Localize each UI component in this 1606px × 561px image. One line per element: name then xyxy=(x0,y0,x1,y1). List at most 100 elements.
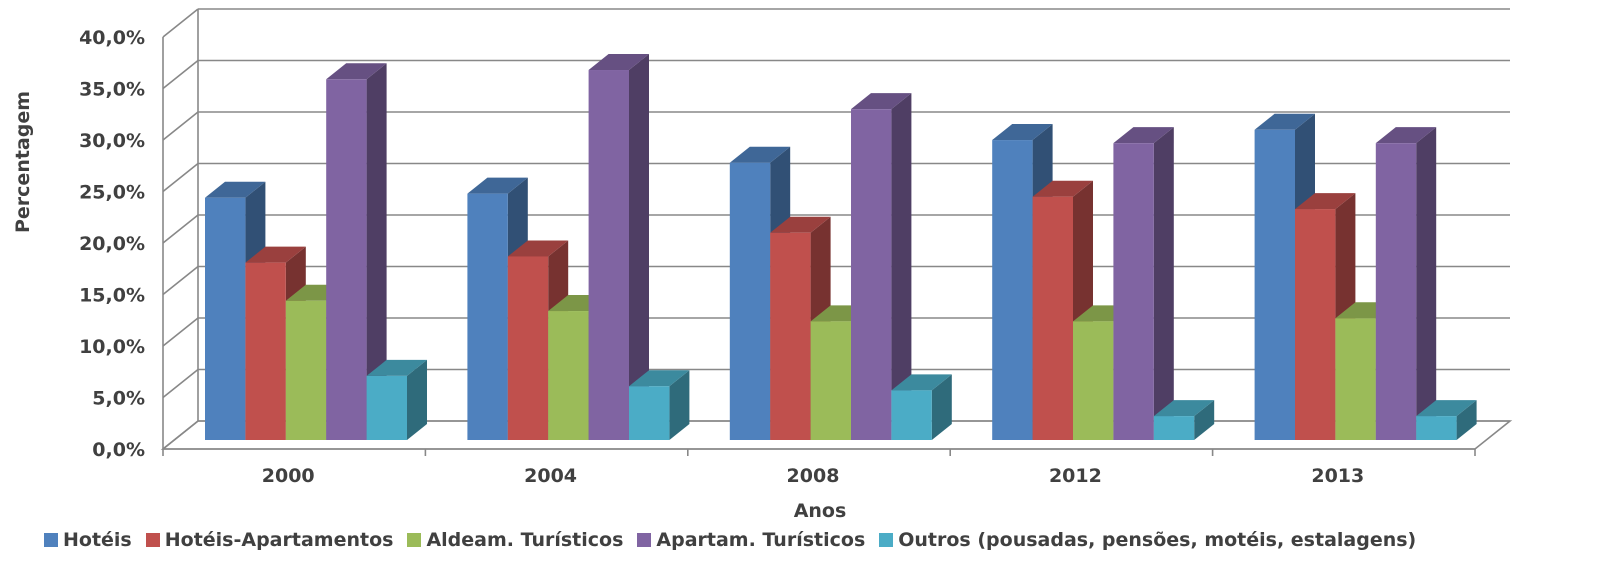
bar-front xyxy=(326,79,367,440)
bar-front xyxy=(1416,416,1457,440)
legend: Hotéis Hotéis-Apartamentos Aldeam. Turísti… xyxy=(44,527,1430,553)
legend-swatch xyxy=(145,533,160,547)
bar-side xyxy=(891,93,912,440)
y-tick-label: 25,0% xyxy=(79,182,145,204)
bar-front xyxy=(467,193,508,440)
bar xyxy=(629,370,690,440)
bar-front xyxy=(629,386,670,440)
bar-front xyxy=(245,262,286,440)
legend-item: Aldeam. Turísticos xyxy=(407,529,623,551)
bar xyxy=(851,93,912,440)
legend-label: Outros (pousadas, pensões, motéis, estal… xyxy=(898,529,1417,551)
legend-swatch xyxy=(879,533,894,547)
bar-top xyxy=(1295,193,1356,210)
bar-front xyxy=(891,390,932,440)
bar xyxy=(891,374,952,440)
y-tick-label: 0,0% xyxy=(92,439,145,461)
legend-label: Apartam. Turísticos xyxy=(656,529,866,551)
axes: 0,0% 5,0% 10,0% 15,0% 20,0% 25,0% 30,0% 35,0% 40… xyxy=(79,27,1476,487)
bar-front xyxy=(1073,321,1114,440)
bar-front xyxy=(1254,129,1295,440)
gridline-side xyxy=(162,162,199,193)
bar-top xyxy=(1032,180,1093,197)
legend-item: Apartam. Turísticos xyxy=(637,529,865,551)
gridline-side xyxy=(162,8,199,38)
y-tick-label: 5,0% xyxy=(92,388,145,410)
gridline-side xyxy=(162,317,199,347)
bar-top xyxy=(851,93,912,110)
bar-top xyxy=(467,177,528,194)
y-tick-label: 35,0% xyxy=(79,79,145,101)
bar-side xyxy=(1456,400,1477,440)
bar-top xyxy=(1113,127,1174,144)
gridline-side xyxy=(162,265,199,296)
legend-swatch xyxy=(637,533,652,547)
bar-front xyxy=(285,300,327,440)
legend-label: Aldeam. Turísticos xyxy=(426,529,624,551)
bar-side xyxy=(407,359,427,440)
legend-label: Hotéis-Apartamentos xyxy=(164,529,394,551)
bar-top xyxy=(366,359,427,376)
bar-side xyxy=(366,63,387,440)
bar-front xyxy=(548,311,589,440)
gridline-side xyxy=(162,59,199,90)
bar-front xyxy=(366,375,407,440)
y-tick-label: 10,0% xyxy=(79,336,145,358)
y-tick-label: 40,0% xyxy=(79,27,145,49)
bar-top xyxy=(205,181,266,198)
bar-top xyxy=(1153,400,1215,417)
bar-top xyxy=(891,374,952,391)
x-tick-label: 2000 xyxy=(262,465,315,487)
bar-top xyxy=(1375,127,1437,144)
bar-front xyxy=(1153,416,1195,440)
bar xyxy=(1153,400,1215,440)
bar-front xyxy=(851,109,892,440)
bar-front xyxy=(507,256,549,440)
bar-top xyxy=(770,216,831,233)
bar-front xyxy=(810,321,851,440)
y-axis-label: Percentagem xyxy=(12,91,34,233)
y-tick-label: 20,0% xyxy=(79,233,145,255)
bar xyxy=(366,359,427,440)
legend-swatch xyxy=(44,533,58,547)
gridline-side xyxy=(162,368,199,399)
bar-side xyxy=(931,374,952,440)
bar xyxy=(588,54,649,441)
y-tick-label: 30,0% xyxy=(79,130,145,152)
x-tick-label: 2004 xyxy=(524,465,577,487)
bar-top xyxy=(326,63,387,80)
x-tick-label: 2012 xyxy=(1049,465,1102,487)
bar-front xyxy=(1295,209,1336,440)
bar xyxy=(1113,127,1174,441)
legend-item: Hotéis-Apartamentos xyxy=(145,529,394,551)
bar-top xyxy=(245,246,306,263)
bar-front xyxy=(992,140,1033,440)
gridline-side xyxy=(162,111,199,141)
bar-front xyxy=(1375,143,1417,440)
bar-top xyxy=(588,54,649,71)
bar-top xyxy=(992,124,1053,141)
bar-top xyxy=(507,240,569,257)
bar-side xyxy=(629,54,649,441)
bar xyxy=(1416,400,1477,440)
legend-swatch xyxy=(407,533,422,547)
bar-top xyxy=(629,370,690,387)
bar-top xyxy=(729,146,791,163)
y-tick-label: 15,0% xyxy=(79,285,145,307)
bar-side xyxy=(1153,127,1174,441)
bar-front xyxy=(588,70,629,441)
bar xyxy=(326,63,387,440)
bars xyxy=(205,54,1477,441)
x-tick-label: 2013 xyxy=(1311,465,1364,487)
bar-side xyxy=(669,370,690,440)
legend-item: Outros (pousadas, pensões, motéis, estal… xyxy=(879,529,1416,551)
bar-side xyxy=(1194,400,1215,440)
bar-front xyxy=(1113,143,1154,440)
x-tick-label: 2008 xyxy=(787,465,840,487)
bar-front xyxy=(770,232,811,440)
legend-item: Hotéis xyxy=(44,529,132,551)
bar-front xyxy=(729,162,771,440)
bar-top xyxy=(1254,113,1315,130)
